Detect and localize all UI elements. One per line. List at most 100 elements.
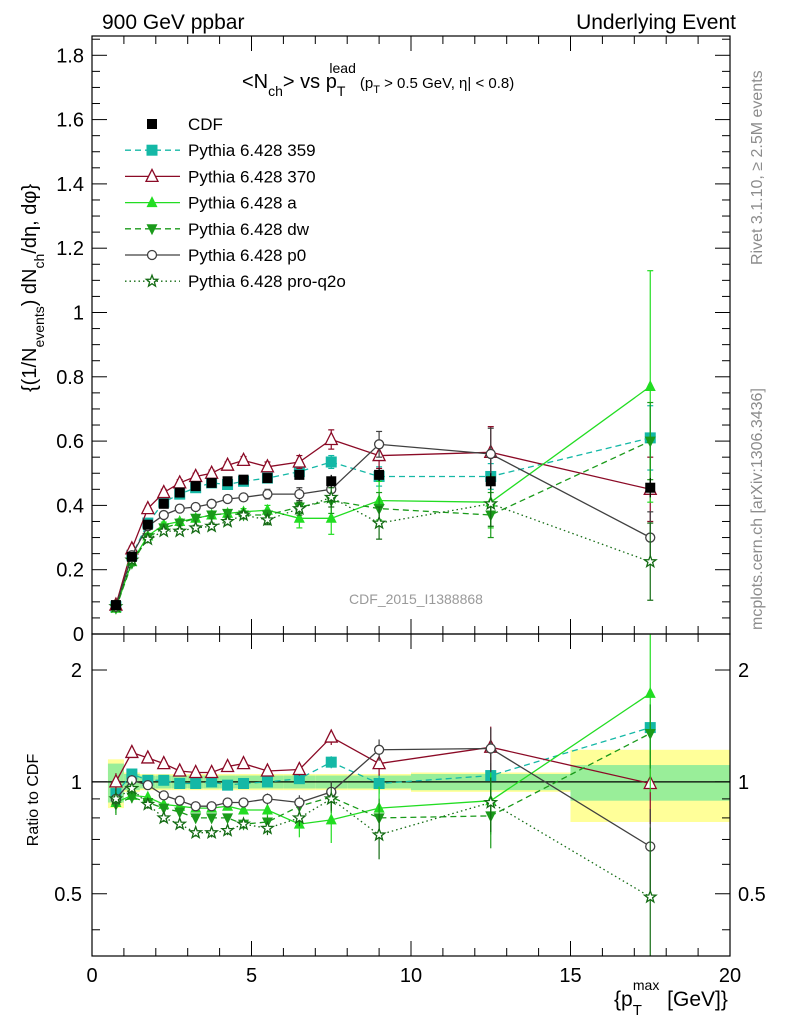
legend-item: Pythia 6.428 dw bbox=[125, 220, 310, 239]
ratio-point bbox=[222, 779, 234, 791]
main-point bbox=[293, 511, 305, 523]
main-ytick-label: 0.6 bbox=[56, 431, 84, 453]
main-point bbox=[220, 513, 236, 528]
ratio-point bbox=[156, 755, 171, 770]
ratio-point bbox=[126, 792, 138, 804]
legend-label: CDF bbox=[188, 115, 223, 134]
ratio-point bbox=[238, 803, 250, 815]
ratio-point bbox=[483, 794, 499, 809]
main-ytick-label: 1.8 bbox=[56, 45, 84, 67]
main-ticks: 0 0.2 0.4 0.6 0.8 1 1.2 1.4 1.6 1.8 bbox=[56, 36, 731, 646]
ratio-point bbox=[373, 744, 385, 755]
main-data-point bbox=[222, 476, 233, 487]
main-data-marks bbox=[108, 270, 658, 615]
main-point bbox=[259, 511, 276, 527]
ratio-point bbox=[124, 780, 140, 795]
ratio-point bbox=[188, 764, 203, 779]
ratio-xtick-label: 0 bbox=[86, 965, 97, 987]
main-ytick-label: 0.2 bbox=[56, 560, 84, 582]
ratio-point bbox=[174, 778, 186, 790]
ratio-point bbox=[220, 822, 236, 837]
ratio-point bbox=[236, 755, 251, 770]
ratio-point bbox=[220, 758, 235, 773]
ratio-point bbox=[325, 756, 337, 768]
ratio-ticks: 0.5 0.51 12 20 5 10 15 20 bbox=[54, 634, 766, 987]
ratio-point bbox=[323, 790, 339, 806]
main-point bbox=[294, 488, 305, 500]
main-point bbox=[292, 453, 307, 468]
main-point bbox=[204, 464, 219, 479]
main-ytick-label: 1 bbox=[73, 302, 84, 324]
main-data-point bbox=[110, 600, 121, 611]
main-point bbox=[236, 451, 251, 467]
ratio-ytick-label: 0.5 bbox=[54, 884, 82, 906]
ratio-point bbox=[108, 790, 124, 806]
main-series-1 bbox=[108, 426, 658, 611]
ratio-point bbox=[238, 778, 250, 790]
ratio-point bbox=[261, 803, 273, 815]
main-data-series bbox=[110, 468, 656, 611]
main-data-point bbox=[645, 482, 656, 493]
main-ytick-label: 1.4 bbox=[56, 174, 84, 196]
ratio-point bbox=[261, 776, 273, 788]
main-ytick-label: 0 bbox=[73, 624, 84, 646]
ratio-point bbox=[126, 768, 138, 780]
main-point bbox=[371, 515, 387, 530]
main-point bbox=[156, 484, 171, 499]
main-point bbox=[325, 511, 337, 523]
main-point bbox=[222, 493, 233, 505]
main-data-point bbox=[126, 551, 137, 562]
main-data-point bbox=[238, 474, 249, 485]
main-data-point bbox=[190, 481, 201, 492]
main-point bbox=[140, 531, 156, 546]
ratio-xtick-label: 5 bbox=[246, 965, 257, 987]
legend-marker bbox=[146, 224, 158, 236]
main-ytick-label: 0.4 bbox=[56, 495, 84, 517]
ratio-point bbox=[158, 774, 170, 786]
main-point bbox=[260, 458, 275, 473]
ratio-point bbox=[158, 790, 169, 801]
ratio-ytick-label-right: 1 bbox=[738, 772, 749, 794]
ratio-point bbox=[238, 797, 249, 808]
ratio-point bbox=[172, 762, 187, 777]
ratio-point bbox=[140, 796, 156, 811]
ratio-point bbox=[206, 813, 218, 825]
ratio-point bbox=[293, 773, 305, 785]
ratio-point bbox=[259, 820, 276, 835]
mcplots-label: mcplots.cern.ch [arXiv:1306.3436] bbox=[749, 388, 766, 630]
header-right: Underlying Event bbox=[576, 11, 736, 34]
ratio-point bbox=[108, 773, 123, 788]
ratio-xtick-label: 15 bbox=[559, 965, 581, 987]
ratio-xlabel: {pTmax [GeV]} bbox=[614, 977, 728, 1019]
main-data-point bbox=[294, 469, 305, 480]
ratio-series-line bbox=[115, 732, 651, 825]
ratio-point bbox=[174, 807, 186, 819]
main-ytick-label: 0.8 bbox=[56, 367, 84, 389]
ratio-point bbox=[206, 801, 217, 812]
main-point bbox=[140, 500, 155, 515]
main-data-point bbox=[206, 477, 217, 488]
ratio-point bbox=[644, 686, 656, 698]
ratio-point bbox=[222, 797, 233, 808]
main-watermark: CDF_2015_I1388868 bbox=[349, 591, 483, 607]
ratio-xtick-label: 20 bbox=[719, 965, 741, 987]
legend-marker bbox=[146, 249, 158, 261]
main-point bbox=[156, 523, 172, 538]
legend-marker bbox=[144, 167, 160, 183]
main-point bbox=[204, 518, 220, 533]
legend-label: Pythia 6.428 dw bbox=[188, 220, 310, 239]
main-point bbox=[235, 507, 251, 522]
main-point bbox=[206, 510, 218, 522]
ratio-data-marks bbox=[108, 634, 658, 956]
ratio-point bbox=[371, 827, 387, 842]
main-point bbox=[172, 523, 188, 538]
main-point bbox=[325, 456, 337, 468]
legend-label: Pythia 6.428 370 bbox=[188, 167, 316, 186]
ratio-point bbox=[172, 816, 188, 831]
legend-label: Pythia 6.428 pro-q2o bbox=[188, 272, 346, 291]
ratio-ytick-label: 2 bbox=[71, 660, 82, 682]
legend-item: Pythia 6.428 pro-q2o bbox=[125, 272, 346, 291]
ratio-point bbox=[644, 728, 656, 740]
ratio-ylabel: Ratio to CDF bbox=[25, 754, 42, 847]
